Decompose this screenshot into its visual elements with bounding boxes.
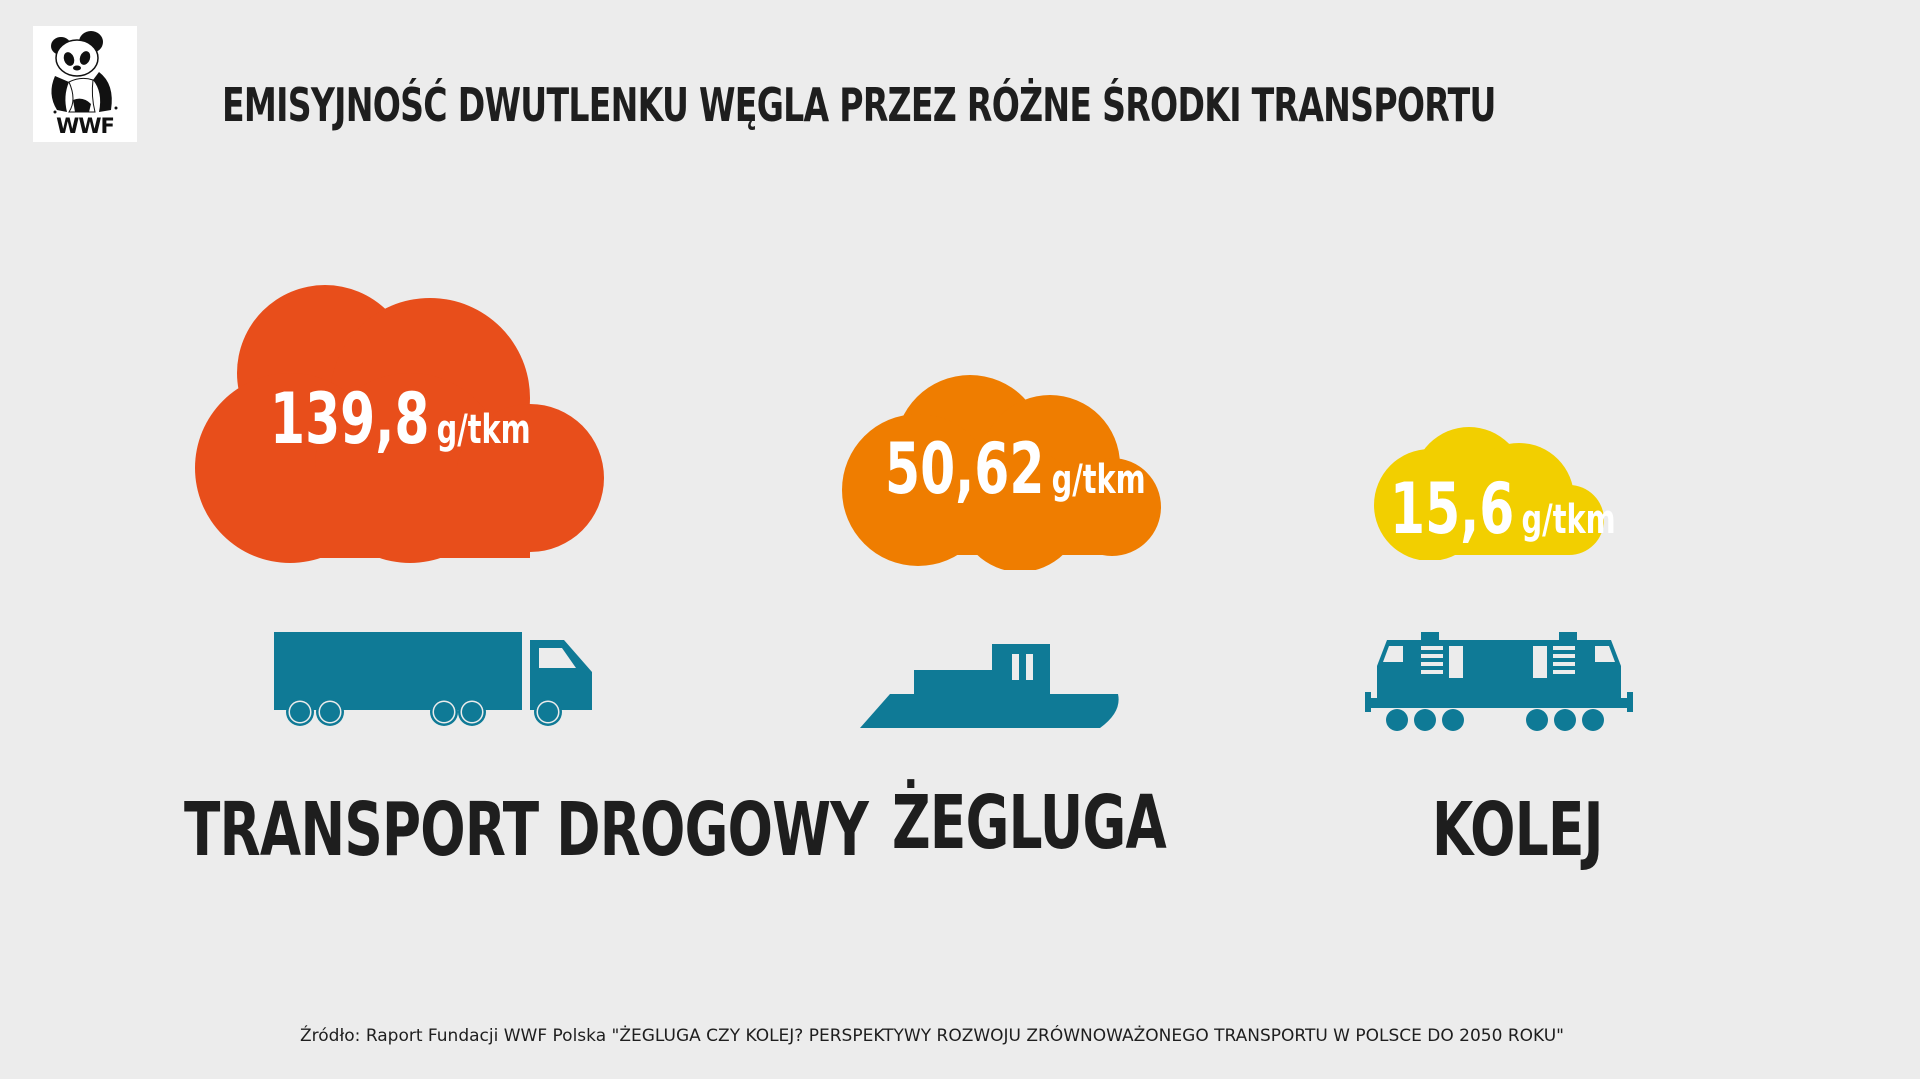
value-label-road: 139,8 g/tkm bbox=[270, 378, 531, 460]
wwf-logo-text: WWF bbox=[56, 114, 115, 138]
label-shipping: ŻEGLUGA bbox=[892, 780, 1167, 866]
unit-rail: g/tkm bbox=[1521, 497, 1616, 543]
cloud-shipping bbox=[842, 375, 1161, 570]
cloud-rail-shape bbox=[1374, 427, 1604, 560]
page-title: EMISYJNOŚĆ DWUTLENKU WĘGLA PRZEZ RÓŻNE Ś… bbox=[222, 78, 1496, 132]
label-rail: KOLEJ bbox=[1432, 787, 1603, 873]
unit-road: g/tkm bbox=[436, 407, 531, 453]
locomotive-icon bbox=[1365, 632, 1633, 731]
source-note: Źródło: Raport Fundacji WWF Polska "ŻEGL… bbox=[300, 1026, 1564, 1046]
value-shipping: 50,62 bbox=[885, 428, 1045, 510]
ship-icon bbox=[860, 644, 1119, 728]
truck-icon bbox=[274, 632, 592, 726]
cloud-road-shape bbox=[195, 285, 604, 563]
value-rail: 15,6 bbox=[1390, 468, 1515, 550]
label-road: TRANSPORT DROGOWY bbox=[184, 787, 869, 873]
cloud-shipping-shape bbox=[842, 375, 1161, 570]
unit-shipping: g/tkm bbox=[1051, 457, 1146, 503]
panda-icon bbox=[51, 31, 118, 114]
value-label-rail: 15,6 g/tkm bbox=[1390, 468, 1616, 550]
value-road: 139,8 bbox=[270, 378, 430, 460]
cloud-road bbox=[195, 285, 604, 563]
value-label-shipping: 50,62 g/tkm bbox=[885, 428, 1146, 510]
wwf-logo: WWF bbox=[33, 26, 137, 142]
cloud-rail bbox=[1374, 427, 1604, 560]
